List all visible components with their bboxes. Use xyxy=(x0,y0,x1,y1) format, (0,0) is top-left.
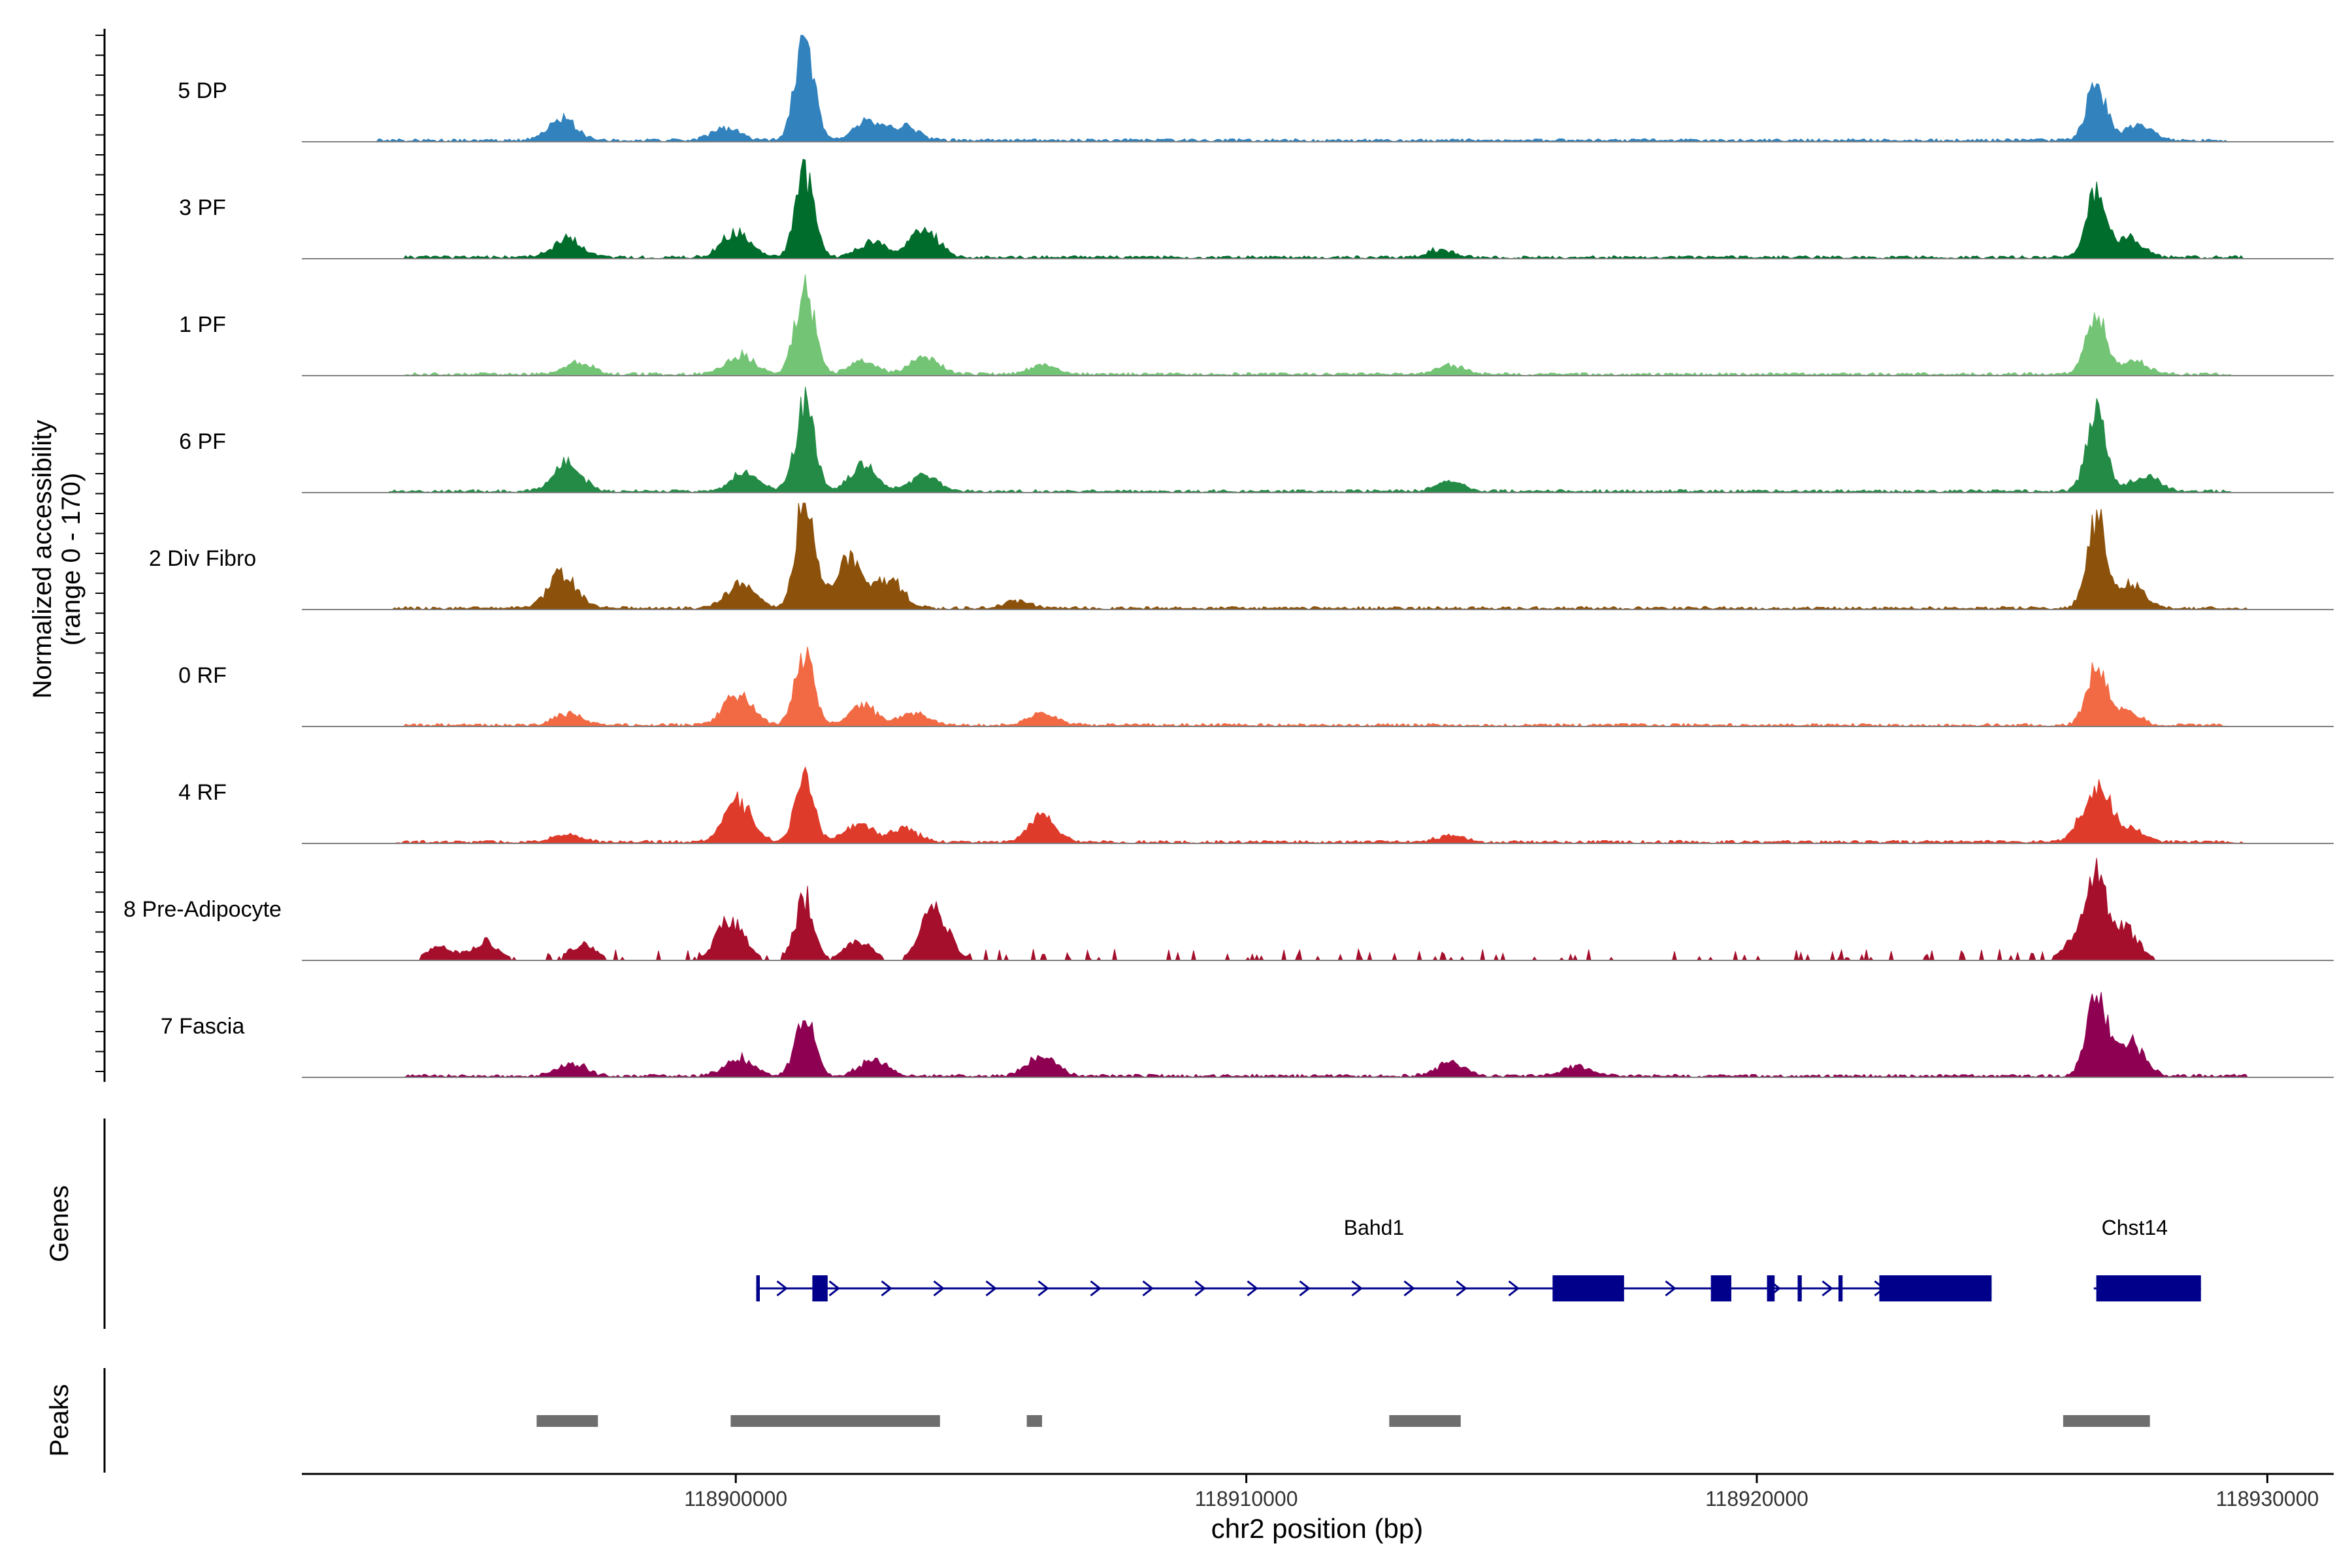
gene-exon xyxy=(1710,1275,1731,1301)
coverage-y-label-line1: Normalized accessibility xyxy=(28,420,57,699)
track-label: 7 Fascia xyxy=(161,1014,245,1039)
gene-models: Bahd1 Chst14 xyxy=(756,1216,2201,1301)
strand-chevron xyxy=(776,1280,788,1297)
track-5-dp: 5 DP xyxy=(178,35,2334,142)
x-tick-label: 118900000 xyxy=(684,1487,787,1511)
gene-chst14: Chst14 xyxy=(2093,1216,2201,1301)
gene-name-label: Bahd1 xyxy=(1344,1216,1405,1239)
gene-exon xyxy=(2096,1275,2201,1301)
track-7-fascia: 7 Fascia xyxy=(161,992,2334,1078)
gene-exon xyxy=(812,1275,828,1301)
track-3-pf: 3 PF xyxy=(179,159,2334,259)
strand-chevron xyxy=(1403,1280,1415,1297)
peak-region-bar xyxy=(2063,1415,2150,1427)
peak-region-bar xyxy=(730,1415,940,1427)
strand-chevron xyxy=(933,1280,945,1297)
peak-region-bar xyxy=(1026,1415,1042,1427)
gene-name-label: Chst14 xyxy=(2102,1216,2168,1239)
track-label: 4 RF xyxy=(178,780,227,805)
strand-chevron xyxy=(828,1280,840,1297)
x-tick-label: 118930000 xyxy=(2216,1487,2319,1511)
peak-regions xyxy=(536,1415,2150,1427)
strand-chevron xyxy=(1665,1280,1676,1297)
coverage-tracks: 5 DP 3 PF 1 PF 6 PF 2 Div Fibro 0 RF 4 RF 8 Pre… xyxy=(123,35,2334,1078)
track-label: 8 Pre-Adipocyte xyxy=(123,897,282,922)
coverage-area xyxy=(302,387,2334,493)
peaks-panel-label: Peaks xyxy=(45,1384,74,1456)
track-1-pf: 1 PF xyxy=(179,274,2334,376)
gene-exon xyxy=(1879,1275,1992,1301)
coverage-y-label-line2: (range 0 - 170) xyxy=(57,473,86,646)
x-axis: 118900000 118910000 118920000 118930000 chr… xyxy=(302,1473,2334,1544)
strand-chevron xyxy=(1351,1280,1363,1297)
coverage-y-ticks xyxy=(95,35,105,1072)
strand-chevron xyxy=(985,1280,997,1297)
track-label: 3 PF xyxy=(179,195,226,220)
x-tick-label: 118920000 xyxy=(1705,1487,1808,1511)
gene-bahd1: Bahd1 xyxy=(756,1216,1992,1301)
strand-chevron xyxy=(1247,1280,1258,1297)
track-label: 1 PF xyxy=(179,312,226,337)
coverage-area xyxy=(302,646,2334,727)
strand-chevron xyxy=(1821,1280,1833,1297)
strand-chevron xyxy=(1194,1280,1206,1297)
coverage-area xyxy=(302,992,2334,1078)
track-label: 5 DP xyxy=(178,78,227,103)
track-4-rf: 4 RF xyxy=(178,766,2334,844)
strand-chevron xyxy=(1090,1280,1102,1297)
coverage-area xyxy=(302,502,2334,610)
peak-region-bar xyxy=(536,1415,598,1427)
peak-region-bar xyxy=(1389,1415,1461,1427)
coverage-y-axis xyxy=(95,29,106,1082)
coverage-area xyxy=(302,35,2334,142)
strand-chevron xyxy=(881,1280,892,1297)
strand-chevron xyxy=(1299,1280,1311,1297)
x-tick-label: 118910000 xyxy=(1195,1487,1298,1511)
track-6-pf: 6 PF xyxy=(179,387,2334,493)
track-8-pre-adipocyte: 8 Pre-Adipocyte xyxy=(123,858,2334,962)
track-label: 2 Div Fibro xyxy=(149,546,256,571)
strand-chevron xyxy=(1037,1280,1049,1297)
strand-chevron xyxy=(1142,1280,1154,1297)
peaks-panel: Peaks xyxy=(45,1368,2150,1473)
genes-panel: Genes Bahd1 Chst14 xyxy=(45,1119,2201,1329)
strand-chevron xyxy=(1508,1280,1520,1297)
track-label: 6 PF xyxy=(179,429,226,454)
genes-panel-label: Genes xyxy=(45,1185,74,1262)
x-axis-ticks: 118900000 118910000 118920000 118930000 xyxy=(684,1474,2319,1511)
x-axis-title: chr2 position (bp) xyxy=(1211,1513,1424,1544)
gene-exon xyxy=(1797,1275,1802,1301)
track-2-div-fibro: 2 Div Fibro xyxy=(149,502,2334,610)
gene-exon xyxy=(1767,1275,1775,1301)
gene-exon xyxy=(756,1275,760,1301)
strand-chevron xyxy=(1456,1280,1467,1297)
gene-exon xyxy=(1838,1275,1843,1301)
track-label: 0 RF xyxy=(178,663,227,688)
track-0-rf: 0 RF xyxy=(178,646,2334,727)
gene-exon xyxy=(1552,1275,1624,1301)
